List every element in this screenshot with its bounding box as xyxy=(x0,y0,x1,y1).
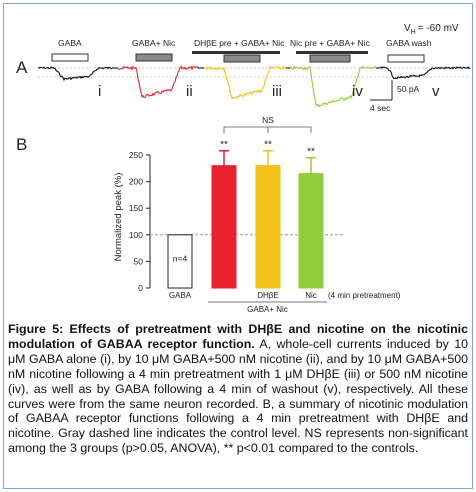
trace-3 xyxy=(203,65,287,100)
y-tick-label: 200 xyxy=(129,177,143,187)
vh-label: VH = -60 mV xyxy=(404,23,459,36)
trace-label-ii: ii xyxy=(186,83,193,100)
ns-label: NS xyxy=(262,115,274,125)
category-label-1: GABA xyxy=(169,291,192,300)
segment-label-gaba-wash: GABA wash xyxy=(386,38,432,48)
panel-b-letter: B xyxy=(16,135,27,154)
category-label-3: DHβE xyxy=(257,291,279,300)
bar-4 xyxy=(298,173,324,289)
stimulus-bar-gaba-wash xyxy=(387,54,425,63)
stimulus-bar-gaba-nic xyxy=(135,53,173,62)
current-traces xyxy=(37,65,471,108)
bar-1 xyxy=(167,234,193,289)
trace-1 xyxy=(37,66,113,82)
scale-time-label: 4 sec xyxy=(370,103,391,113)
bar-2 xyxy=(211,165,237,289)
stimulus-bar-dhbe-gaba-nic xyxy=(223,54,261,63)
caption-body: A, whole-cell currents induced by 10 μM … xyxy=(8,336,468,456)
trace-label-iv: iv xyxy=(352,83,363,100)
y-tick-label: 100 xyxy=(129,230,143,240)
scale-current-label: 50 pA xyxy=(397,84,420,94)
segment-label-dhbe-pre: DHβE pre + GABA+ Nic xyxy=(194,38,285,48)
caption-title: Figure 5: Effects of pretreatment with D… xyxy=(8,322,468,351)
pretreatment-bar-nic xyxy=(296,51,368,54)
y-tick-label: 250 xyxy=(129,150,143,160)
significance-label-4: ** xyxy=(307,147,315,158)
y-axis-label: Normalized peak (%) xyxy=(113,173,124,262)
pretreatment-bar-dhbe xyxy=(192,51,280,54)
n-label: n=4 xyxy=(173,253,188,263)
bar-chart: 0 50 100 150 200 250 GABA ** ** DHβE ** Nic n=4 NS (4 … xyxy=(129,115,401,314)
y-tick-label: 150 xyxy=(129,203,143,213)
svg-text:VH= -60 mV: VH = -60 mV xyxy=(404,23,459,36)
trace-2 xyxy=(117,65,199,99)
figure-caption: Figure 5: Effects of pretreatment with D… xyxy=(8,322,468,456)
significance-label-2: ** xyxy=(220,140,228,151)
trace-label-iii: iii xyxy=(272,83,282,100)
y-tick-label: 50 xyxy=(134,256,144,266)
trace-label-v: v xyxy=(432,83,440,100)
stimulus-bar-nic-gaba-nic xyxy=(309,54,351,63)
panel-a-letter: A xyxy=(16,58,28,77)
scale-bar: 50 pA 4 sec xyxy=(370,80,420,113)
trace-5 xyxy=(379,66,471,80)
segment-label-gaba-nic: GABA+ Nic xyxy=(132,38,176,48)
pretreatment-note: (4 min pretreatment) xyxy=(328,291,401,300)
ns-bracket xyxy=(223,126,312,133)
significance-label-3: ** xyxy=(264,140,272,151)
figure-graphics: A VH = -60 mV GABA GABA+ Nic DHβE pre + G… xyxy=(16,23,471,314)
segment-label-nic-pre: Nic pre + GABA+ Nic xyxy=(290,38,371,48)
figure-frame xyxy=(3,3,473,489)
group-label: GABA+ Nic xyxy=(247,305,288,314)
category-label-4: Nic xyxy=(305,291,317,300)
trace-label-i: i xyxy=(98,83,101,100)
y-tick-label: 0 xyxy=(138,283,143,293)
segment-label-gaba: GABA xyxy=(58,38,82,48)
trace-4 xyxy=(289,65,377,108)
bar-3 xyxy=(255,165,281,289)
stimulus-bar-gaba xyxy=(51,53,89,62)
